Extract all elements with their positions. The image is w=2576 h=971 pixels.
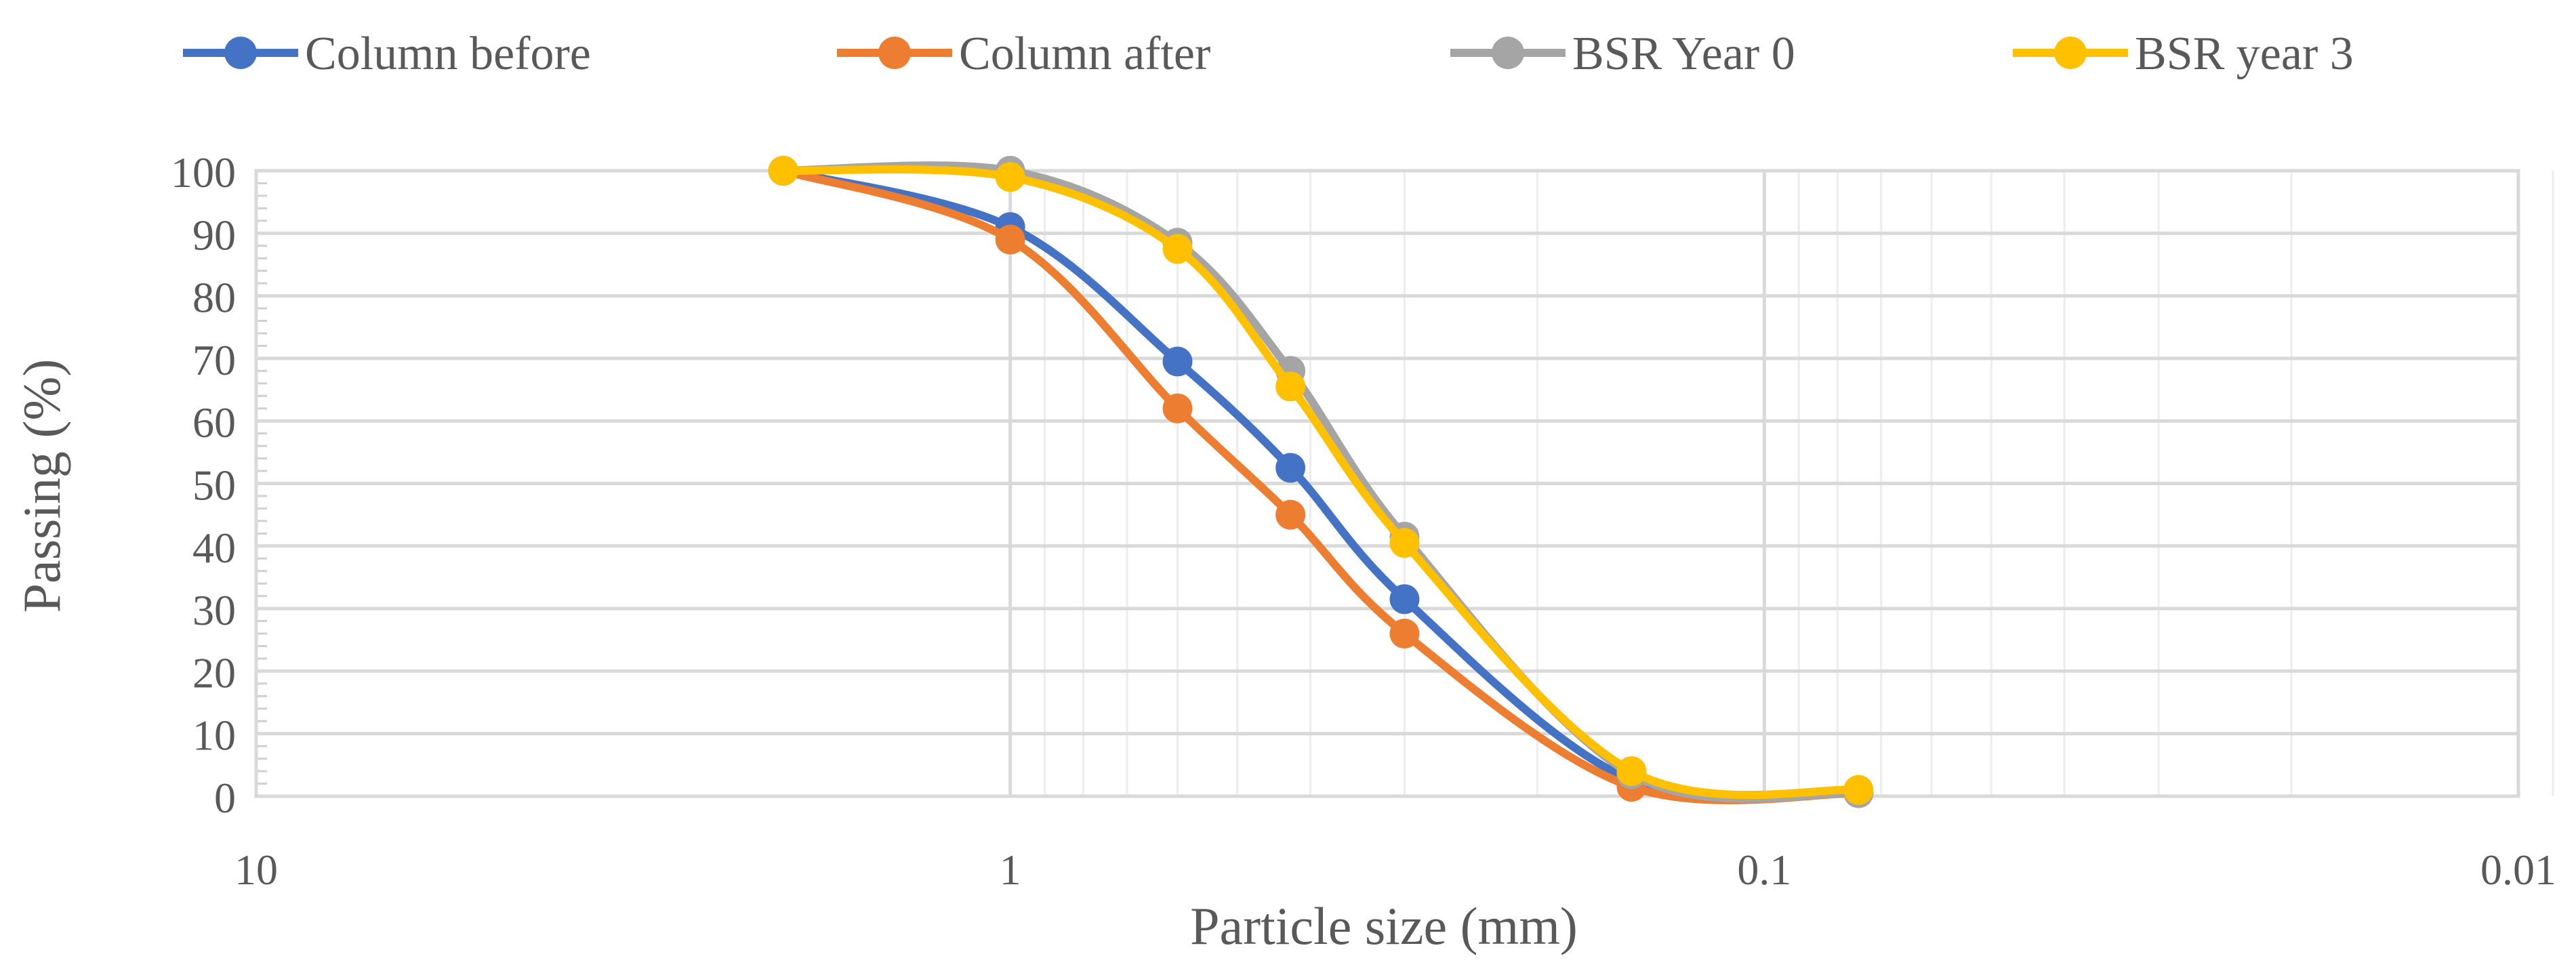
legend-swatch-marker (1492, 37, 1524, 69)
legend-item: BSR year 3 (2013, 28, 2354, 80)
y-tick-label: 50 (192, 461, 236, 510)
data-point (995, 162, 1025, 192)
y-tick-labels: 0 10 20 30 40 50 60 70 80 90 100 (171, 148, 236, 822)
y-tick-label: 100 (171, 148, 236, 197)
data-point (1275, 453, 1306, 483)
x-tick-label: 0.1 (1737, 846, 1791, 894)
legend: Column before Column after BSR Year 0 BSR y… (183, 28, 2354, 80)
data-point (1162, 234, 1193, 264)
data-point (1389, 584, 1420, 615)
y-tick-label: 70 (192, 336, 236, 384)
series-layer (768, 156, 1874, 808)
plot-area (254, 169, 2520, 798)
legend-label: BSR Year 0 (1572, 28, 1795, 80)
data-point (1162, 393, 1193, 423)
series-line (779, 167, 1863, 804)
y-tick-label: 80 (192, 274, 236, 322)
data-point (1389, 528, 1420, 558)
y-tick-label: 40 (192, 524, 236, 572)
data-point (768, 156, 798, 186)
y-tick-label: 30 (192, 586, 236, 634)
x-tick-label: 0.01 (2480, 846, 2556, 894)
legend-item: Column after (837, 28, 1210, 80)
x-axis-title: Particle size (mm) (1190, 896, 1578, 955)
y-tick-label: 60 (192, 398, 236, 447)
legend-label: BSR year 3 (2135, 28, 2354, 80)
legend-swatch-marker (878, 37, 911, 69)
plot-frame (254, 169, 2520, 798)
x-tick-label: 10 (234, 846, 278, 894)
x-tick-label: 1 (1000, 846, 1021, 894)
legend-label: Column after (959, 28, 1210, 80)
y-tick-label: 0 (214, 774, 236, 822)
y-tick-label: 20 (192, 648, 236, 697)
y-tick-label: 90 (192, 211, 236, 259)
legend-label: Column before (305, 28, 591, 80)
legend-item: Column before (183, 28, 591, 80)
y-axis-title: Passing (%) (12, 359, 71, 613)
series-bsr-year-3 (768, 156, 1874, 805)
major-gridlines (254, 169, 2520, 798)
y-tick-label: 10 (192, 711, 236, 760)
data-point (995, 224, 1025, 255)
x-tick-labels: 10 1 0.1 0.01 (234, 846, 2556, 894)
legend-swatch-marker (224, 37, 257, 69)
legend-item: BSR Year 0 (1450, 28, 1795, 80)
data-point (1616, 756, 1647, 787)
data-point (1843, 774, 1874, 805)
data-point (1275, 371, 1306, 402)
data-point (1389, 619, 1420, 649)
legend-swatch-marker (2054, 37, 2087, 69)
data-point (1275, 499, 1306, 530)
data-point (1162, 346, 1193, 377)
